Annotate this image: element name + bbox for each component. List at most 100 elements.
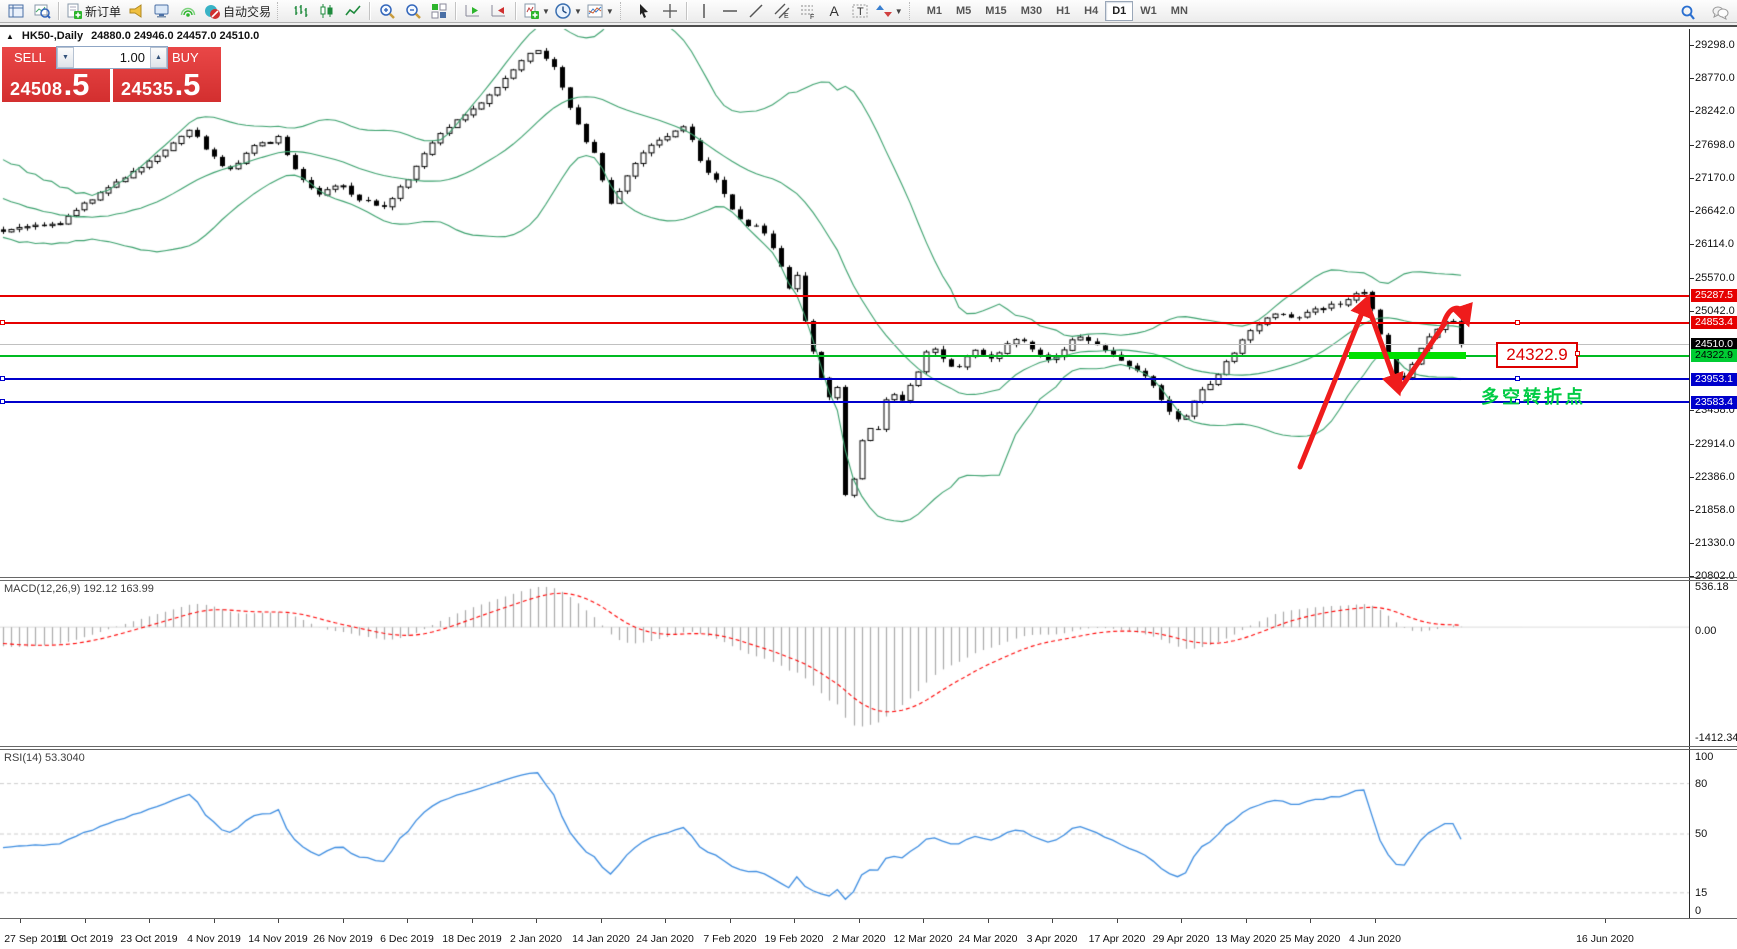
line-handle[interactable] <box>1515 376 1520 382</box>
trend-icon <box>749 4 763 18</box>
panel-separator[interactable] <box>0 746 1737 747</box>
date-label: 16 Jun 2020 <box>1576 933 1634 945</box>
chat-icon[interactable] <box>1707 2 1733 24</box>
date-tick <box>601 919 602 923</box>
toolbar-separator <box>58 2 60 20</box>
market-watch-button[interactable] <box>3 0 29 22</box>
price-tick <box>1690 244 1694 245</box>
hline-23583.4[interactable] <box>0 401 1689 404</box>
fibonacci-button[interactable]: F <box>795 0 821 22</box>
hline-24510[interactable] <box>0 343 1689 345</box>
date-label: 27 Sep 2019 <box>4 933 64 945</box>
support-segment-object[interactable] <box>1349 352 1466 360</box>
data-window-button[interactable] <box>29 0 55 22</box>
date-label: 3 Apr 2020 <box>1026 933 1078 945</box>
search-icon[interactable] <box>1675 2 1701 24</box>
templates-button[interactable]: ▼ <box>584 0 616 22</box>
text-button[interactable]: A <box>821 0 847 22</box>
price-chart-canvas[interactable] <box>0 27 1689 920</box>
line-handle[interactable] <box>1515 399 1520 405</box>
toolbar-separator <box>277 2 284 20</box>
line-handle[interactable] <box>1515 319 1520 325</box>
price-axis-label: 28242.0 <box>1695 105 1735 117</box>
sell-price[interactable]: 24508.5 <box>10 67 90 102</box>
date-label: 23 Oct 2019 <box>120 933 178 945</box>
zoom-out-button[interactable] <box>400 0 426 22</box>
hline-25287.5[interactable] <box>0 294 1689 297</box>
tile-windows-button[interactable] <box>426 0 452 22</box>
sell-button[interactable]: SELL <box>14 50 46 65</box>
text-label-button[interactable]: T <box>847 0 873 22</box>
auto-scroll-button[interactable] <box>460 0 486 22</box>
monitor-icon <box>154 4 169 18</box>
template-icon <box>587 4 603 18</box>
alerts-button[interactable] <box>123 0 149 22</box>
indicators-button[interactable]: ▼ <box>520 0 552 22</box>
chevron-down-icon[interactable]: ▼ <box>542 6 550 16</box>
date-label: 6 Dec 2019 <box>380 933 434 945</box>
horizontal-line-button[interactable] <box>717 0 743 22</box>
vertical-line-button[interactable] <box>691 0 717 22</box>
chevron-down-icon[interactable]: ▼ <box>573 6 582 16</box>
chevron-down-icon[interactable]: ▼ <box>605 6 614 16</box>
zoomin-icon <box>380 4 395 19</box>
crosshair-button[interactable] <box>657 0 683 22</box>
timeframe-m30[interactable]: M30 <box>1020 5 1043 17</box>
panel-separator[interactable] <box>0 918 1737 919</box>
periods-button[interactable]: ▼ <box>552 0 584 22</box>
timeframe-h1[interactable]: H1 <box>1056 5 1071 17</box>
rsi-scale-label: 50 <box>1695 828 1708 840</box>
terminal-button[interactable] <box>149 0 175 22</box>
volume-increment-button[interactable]: ▲ <box>150 47 167 68</box>
new-order-button[interactable]: 新订单 <box>63 0 123 22</box>
callout-handle[interactable] <box>1575 351 1580 356</box>
date-label: 26 Nov 2019 <box>313 933 373 945</box>
price-callout-box[interactable]: 24322.9 <box>1496 342 1578 368</box>
candlestick-chart-button[interactable] <box>314 0 340 22</box>
date-tick <box>278 919 279 923</box>
date-tick <box>407 919 408 923</box>
arrows-button[interactable]: ▼ <box>873 0 905 22</box>
hline-24322.9[interactable] <box>0 354 1689 357</box>
line-handle[interactable] <box>0 399 5 405</box>
shift-icon <box>491 5 506 17</box>
autotrade-button-label: 自动交易 <box>223 4 272 19</box>
timeframe-m15[interactable]: M15 <box>985 5 1007 17</box>
timeframe-w1[interactable]: W1 <box>1140 5 1157 17</box>
buy-price[interactable]: 24535.5 <box>121 67 201 102</box>
hline-24853.4[interactable] <box>0 321 1689 324</box>
signals-button[interactable] <box>175 0 201 22</box>
timeframe-m1[interactable]: M1 <box>926 5 942 17</box>
date-label: 14 Nov 2019 <box>248 933 308 945</box>
price-tick <box>1690 444 1694 445</box>
chart-shift-button[interactable] <box>486 0 512 22</box>
autotrade-button[interactable]: 自动交易 <box>201 0 273 22</box>
turning-point-note[interactable]: 多空转折点 <box>1481 387 1586 407</box>
svg-text:E: E <box>784 13 789 20</box>
svg-text:T: T <box>857 6 864 18</box>
zoom-in-button[interactable] <box>374 0 400 22</box>
collapse-triangle-icon[interactable]: ▲ <box>6 31 14 41</box>
bar-chart-button[interactable] <box>288 0 314 22</box>
volume-decrement-button[interactable]: ▼ <box>57 47 74 68</box>
new-order-button-label: 新订单 <box>85 4 122 19</box>
timeframe-mn[interactable]: MN <box>1170 5 1188 17</box>
panel-separator[interactable] <box>0 580 1737 581</box>
panel-separator[interactable] <box>0 577 1737 578</box>
line-handle[interactable] <box>0 319 5 325</box>
cursor-button[interactable] <box>631 0 657 22</box>
trendline-button[interactable] <box>743 0 769 22</box>
channel-button[interactable]: E <box>769 0 795 22</box>
line-handle[interactable] <box>0 376 5 382</box>
toolbar-separator <box>515 2 518 20</box>
timeframe-d1[interactable]: D1 <box>1105 1 1134 21</box>
hline-23953.1[interactable] <box>0 378 1689 381</box>
timeframe-h4[interactable]: H4 <box>1084 5 1099 17</box>
line-chart-button[interactable] <box>340 0 366 22</box>
timeframe-m5[interactable]: M5 <box>956 5 972 17</box>
date-tick <box>1605 919 1606 923</box>
volume-input[interactable]: 1.00 <box>119 50 145 65</box>
panel-separator[interactable] <box>0 749 1737 750</box>
buy-button[interactable]: BUY <box>172 50 199 65</box>
chevron-down-icon[interactable]: ▼ <box>894 6 903 16</box>
